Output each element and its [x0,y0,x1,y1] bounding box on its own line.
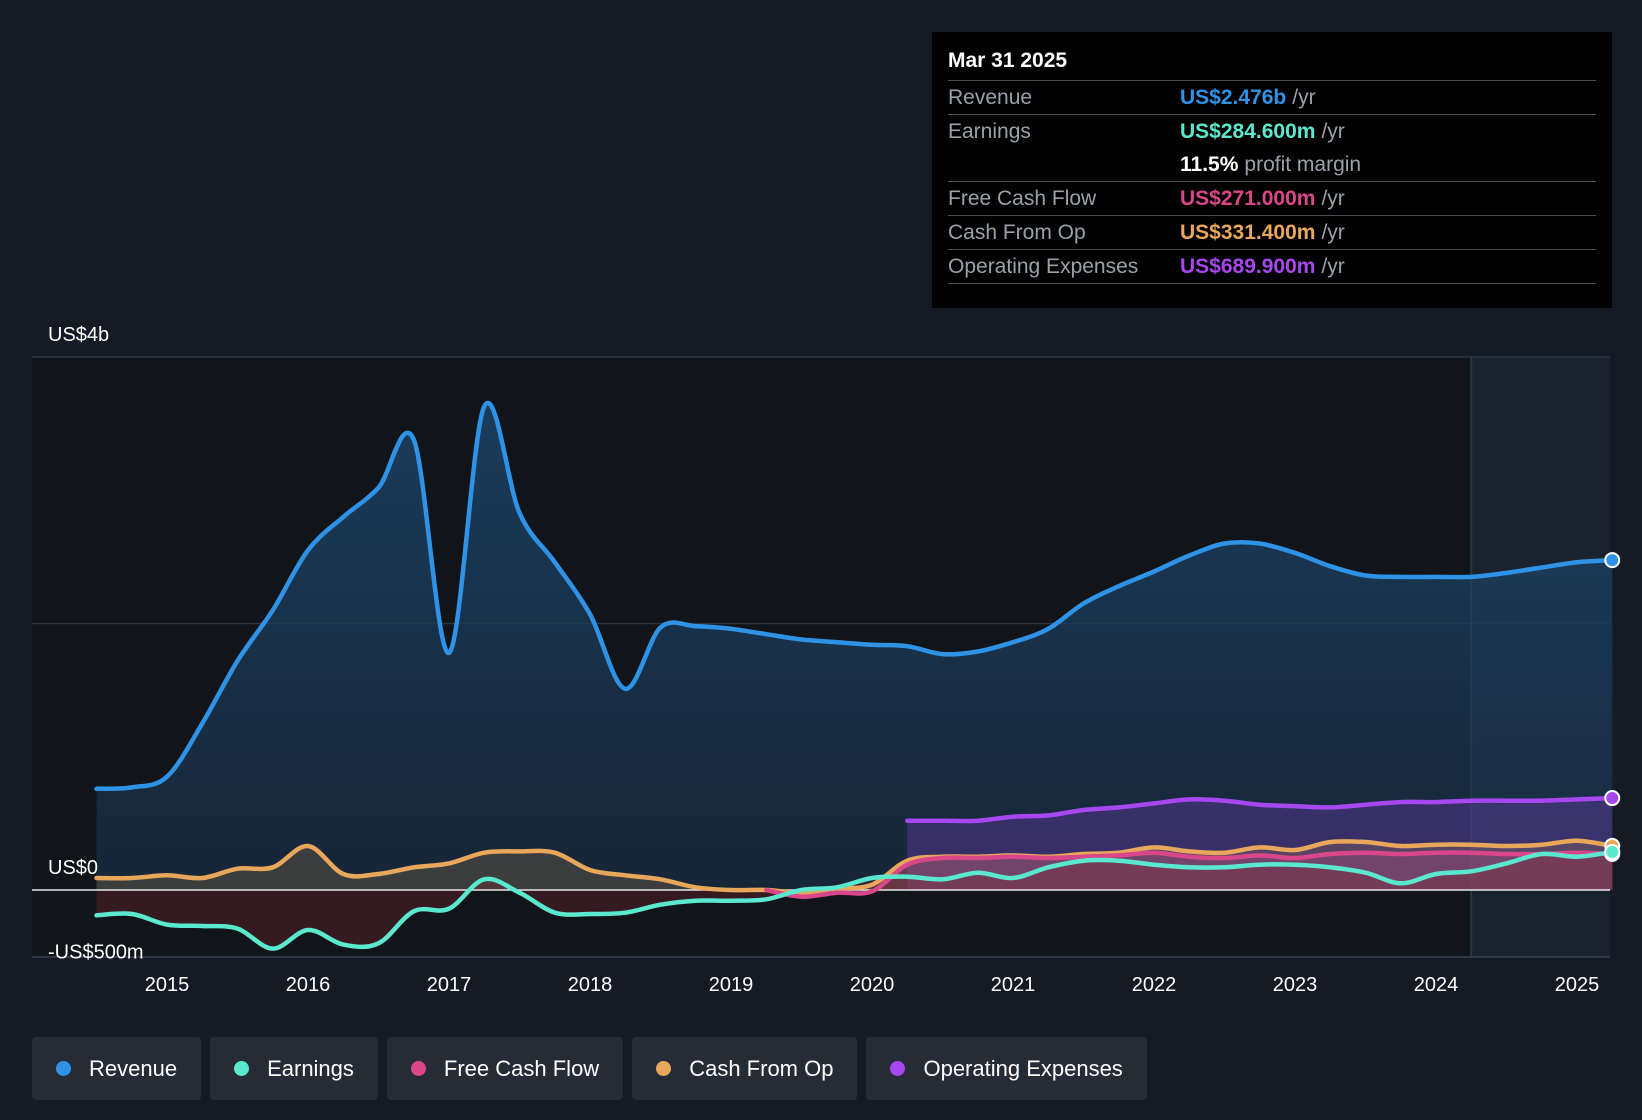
legend-label: Cash From Op [689,1055,834,1081]
revenue-line [94,400,1615,791]
x-tick-label: 2023 [1273,974,1318,996]
free-cash-flow-area [766,852,1613,897]
tooltip-row-cash-from-op: Cash From Op US$331.400m /yr [948,215,1596,249]
legend-item-earnings[interactable]: Earnings [210,1037,378,1100]
revenue-endpoint [1604,552,1621,569]
earnings-endpoint [1604,844,1621,861]
legend-label: Revenue [89,1055,178,1081]
y-tick-label: US$4b [48,324,109,346]
y-tick-label: -US$500m [48,942,144,964]
series-lines [94,400,1615,951]
tooltip-value: US$331.400m [1180,220,1316,244]
legend-item-free-cash-flow[interactable]: Free Cash Flow [386,1037,624,1100]
y-tick-label: US$0 [48,857,98,879]
tooltip-row-profit-margin: 11.5% profit margin [948,148,1596,181]
legend-label: Earnings [267,1055,354,1081]
revenue-dot-icon [56,1061,71,1076]
operating-expenses-endpoint [1604,790,1621,807]
operating-expenses-area [907,798,1613,890]
x-tick-label: 2016 [286,974,331,996]
tooltip-value: US$689.900m [1180,254,1316,278]
x-tick-label: 2020 [850,974,895,996]
free-cash-flow-line [764,850,1615,899]
x-tick-label: 2025 [1555,974,1600,996]
legend-label: Free Cash Flow [443,1055,600,1081]
legend-label: Operating Expenses [923,1055,1123,1081]
tooltip-unit: /yr [1321,186,1345,210]
x-tick-label: 2015 [145,974,190,996]
revenue-area [96,402,1613,890]
tooltip-value: US$2.476b [1180,85,1287,109]
tooltip-row-earnings: Earnings US$284.600m /yr [948,114,1596,148]
x-axis-labels: 2015 2016 2017 2018 2019 2020 2021 2022 2023 2024… [145,974,1600,996]
y-axis-labels: US$4b US$0 -US$500m [48,324,144,964]
free-cash-flow-dot-icon [410,1061,426,1076]
tooltip-unit: /yr [1321,254,1345,278]
tooltip-label: Operating Expenses [948,254,1139,278]
earnings-dot-icon [234,1061,250,1076]
x-tick-label: 2022 [1132,974,1177,996]
earnings-line [94,849,1615,951]
legend-item-revenue[interactable]: Revenue [32,1037,202,1100]
legend-item-operating-expenses[interactable]: Operating Expenses [866,1037,1147,1100]
tooltip-label: Earnings [948,119,1031,143]
tooltip-unit: /yr [1321,119,1345,143]
operating-expenses-dot-icon [890,1061,906,1076]
x-tick-label: 2018 [568,974,613,996]
x-tick-label: 2024 [1414,974,1459,996]
tooltip-label: Free Cash Flow [948,186,1097,210]
tooltip-row-operating-expenses: Operating Expenses US$689.900m /yr [948,249,1596,284]
tooltip-panel: Mar 31 2025 Revenue US$2.476b /yr Earnin… [932,32,1612,308]
tooltip-unit: /yr [1292,85,1316,109]
tooltip-row-free-cash-flow: Free Cash Flow US$271.000m /yr [948,181,1596,215]
cash-from-op-dot-icon [656,1061,672,1076]
tooltip-value: US$271.000m [1180,186,1316,210]
tooltip-unit: /yr [1321,220,1345,244]
tooltip-value: 11.5% [1180,152,1239,176]
x-tick-label: 2019 [709,974,754,996]
cash-from-op-line [94,838,1615,895]
legend: Revenue Earnings Free Cash Flow Cash Fro… [32,1037,1156,1100]
operating-expenses-line [905,795,1615,824]
tooltip-row-revenue: Revenue US$2.476b /yr [948,80,1596,114]
series-endpoints [1604,552,1621,862]
x-tick-label: 2021 [991,974,1036,996]
tooltip-value: US$284.600m [1180,119,1316,143]
tooltip-label: Revenue [948,85,1033,109]
legend-item-cash-from-op[interactable]: Cash From Op [632,1037,858,1100]
earnings-area [96,852,1613,949]
x-tick-label: 2017 [427,974,472,996]
tooltip-unit: profit margin [1244,152,1362,176]
tooltip-label: Cash From Op [948,220,1086,244]
tooltip-date: Mar 31 2025 [948,49,1068,72]
